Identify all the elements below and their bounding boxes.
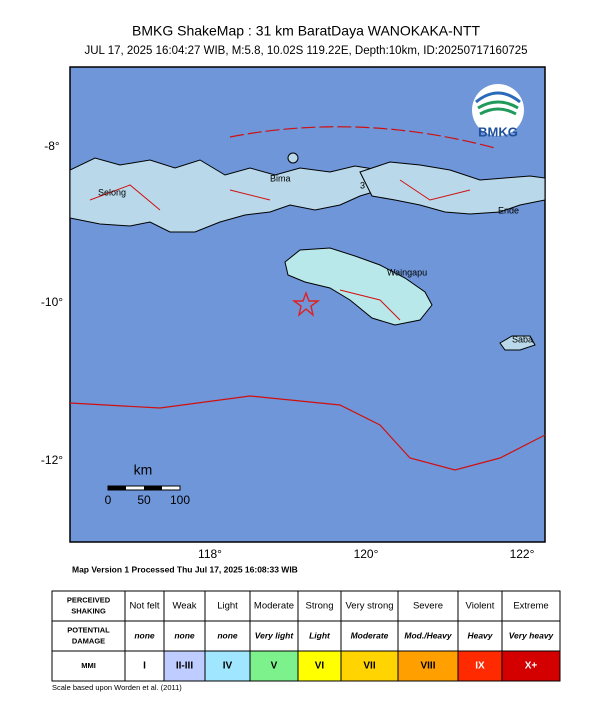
table-cell — [51, 650, 126, 682]
island — [359, 161, 545, 215]
table-text: IX — [475, 661, 485, 672]
scale-tick: 100 — [170, 493, 190, 507]
table-text: Weak — [172, 601, 196, 612]
table-cell — [124, 650, 165, 682]
table-text: Very light — [255, 630, 295, 640]
trench — [70, 395, 545, 471]
version-note: Map Version 1 Processed Thu Jul 17, 2025… — [72, 564, 298, 574]
scale-bar-segment — [144, 486, 162, 490]
table-text: V — [271, 661, 278, 672]
table-text: II-III — [176, 661, 193, 672]
row-header: POTENTIAL DAMAGE — [67, 625, 110, 645]
table-cell — [501, 620, 561, 652]
footnote: Scale based upon Worden et al. (2011) — [52, 683, 182, 692]
table-cell — [397, 590, 459, 622]
table-text: IV — [223, 661, 233, 672]
lon-label: 122° — [510, 547, 535, 561]
table-text: none — [217, 630, 238, 640]
fault — [89, 179, 471, 321]
logo-text: BMKG — [478, 124, 518, 139]
title: BMKG ShakeMap : 31 km BaratDaya WANOKAKA… — [132, 23, 480, 39]
table-text: Very heavy — [509, 630, 555, 640]
table-cell — [297, 590, 342, 622]
table-text: none — [174, 630, 195, 640]
table-text: Mod./Heavy — [404, 630, 453, 640]
lon-label: 120° — [354, 547, 379, 561]
table-text: VIII — [420, 661, 435, 672]
row-header: MMI — [81, 661, 96, 670]
lon-label: 118° — [198, 547, 222, 561]
table-text: Heavy — [467, 630, 493, 640]
logo: BMKG — [472, 84, 524, 139]
island — [287, 152, 299, 164]
table-text: none — [134, 630, 155, 640]
lat-label: -10° — [41, 295, 63, 309]
scale-tick: 0 — [105, 493, 112, 507]
table-text: Extreme — [513, 601, 548, 612]
table-cell — [204, 590, 251, 622]
table-text: Violent — [466, 601, 495, 612]
intensity-legend: PERCEIVED SHAKING Not felt Weak Light Moderat… — [51, 590, 561, 682]
table-text: VII — [363, 661, 375, 672]
table-cell — [124, 620, 165, 652]
place-label: Bima — [270, 173, 291, 183]
map: Selong Bima 3 Ende Waingapu Saba -8° -10… — [41, 66, 546, 561]
table-text: Not felt — [129, 601, 159, 612]
table-text: Very strong — [345, 601, 393, 612]
table-cell — [163, 620, 206, 652]
table-cell — [249, 650, 299, 682]
table-text: I — [143, 661, 146, 672]
table-text: Strong — [306, 601, 334, 612]
table-cell — [340, 620, 399, 652]
table-cell — [340, 650, 399, 682]
place-label: Selong — [98, 187, 126, 197]
scale-bar-segment — [108, 486, 126, 490]
place-label: Saba — [512, 334, 533, 344]
place-label: Ende — [498, 205, 519, 215]
epicenter — [291, 291, 321, 317]
table-text: Severe — [413, 601, 443, 612]
lat-label: -8° — [44, 139, 60, 153]
table-text: X+ — [525, 661, 538, 672]
place-label: Waingapu — [387, 267, 427, 277]
table-cell — [457, 620, 503, 652]
scale-bar: km 0 50 100 — [105, 462, 191, 507]
table-cell — [501, 650, 561, 682]
table-text: Light — [217, 601, 238, 612]
table-text: VI — [315, 661, 325, 672]
place-label: 3 — [360, 180, 365, 190]
table-text: Moderate — [351, 630, 389, 640]
trench — [229, 126, 496, 149]
table-text: Moderate — [254, 601, 294, 612]
row-header: PERCEIVED SHAKING — [67, 595, 111, 615]
island — [284, 247, 433, 326]
table-cell — [501, 590, 561, 622]
scale-unit: km — [134, 462, 153, 478]
logo-wave — [477, 100, 519, 116]
table-cell — [249, 590, 299, 622]
ocean — [69, 66, 546, 543]
lat-label: -12° — [41, 453, 63, 467]
scale-tick: 50 — [137, 493, 151, 507]
subtitle: JUL 17, 2025 16:04:27 WIB, M:5.8, 10.02S… — [84, 45, 527, 57]
island — [499, 335, 536, 351]
table-text: Light — [309, 630, 331, 640]
table-cell — [397, 650, 459, 682]
table-cell — [457, 650, 503, 682]
table-cell — [297, 620, 342, 652]
logo-arc — [475, 91, 521, 104]
